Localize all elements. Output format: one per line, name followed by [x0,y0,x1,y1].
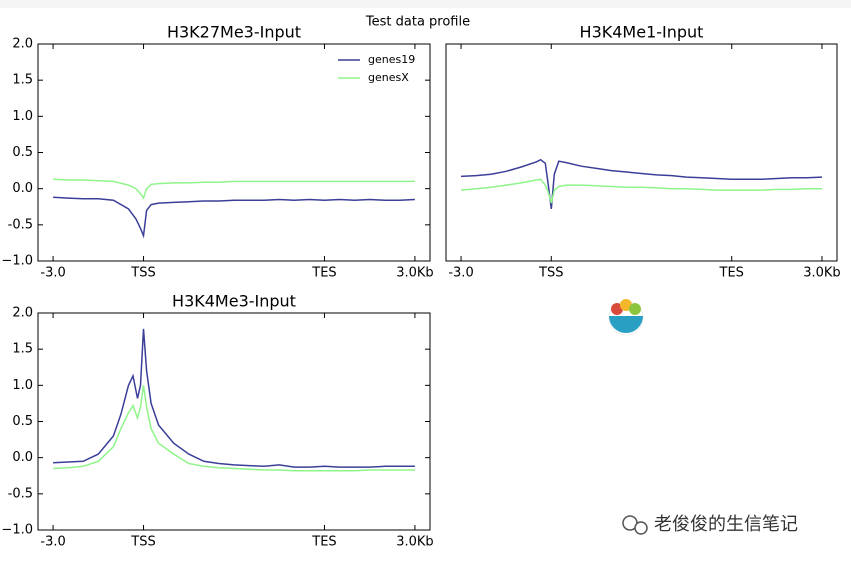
x-tick-label: TES [719,266,744,281]
x-tick-label: TES [311,266,336,281]
watermark-icon [622,515,648,535]
y-tick-label: 0.5 [12,145,33,160]
y-tick-label: 0.0 [12,450,33,465]
figure-title: Test data profile [365,15,470,30]
series-line [53,178,415,200]
y-tick-label: −1.0 [1,523,33,538]
series-line [53,328,415,468]
x-tick-label: 3.0Kb [396,266,433,281]
legend-label: genesX [368,71,409,84]
plot-frame [37,43,431,262]
x-tick-label: -3.0 [448,266,473,281]
x-tick-label: TSS [130,266,155,281]
series-line [53,196,415,239]
y-tick-label: 1.0 [12,109,33,124]
y-tick-label: 1.5 [12,73,33,88]
y-tick-label: 0.5 [12,414,33,429]
y-tick-label: 1.5 [12,342,33,357]
y-tick-label: 2.0 [12,37,33,52]
x-tick-label: 3.0Kb [396,535,433,550]
x-tick-label: -3.0 [40,535,65,550]
y-tick-label: −1.0 [1,254,33,269]
y-tick-label: 1.0 [12,378,33,393]
legend-label: genes19 [368,53,415,66]
y-tick-label: 2.0 [12,306,33,321]
chart-title: H3K4Me3-Input [172,292,296,311]
x-tick-label: TSS [538,266,563,281]
plot-frame [37,312,431,531]
y-tick-label: -0.5 [8,217,33,232]
logo [608,299,644,336]
series-line [53,385,415,472]
top-strip [0,0,851,8]
watermark: 老俊俊的生信笔记 [654,514,798,535]
y-tick-label: -0.5 [8,486,33,501]
x-tick-label: 3.0Kb [803,266,840,281]
chart-title: H3K27Me3-Input [167,23,301,42]
x-tick-label: TES [311,535,336,550]
series-line [460,158,823,209]
plot-frame [445,43,838,262]
chart-title: H3K4Me1-Input [580,23,704,42]
y-tick-label: 0.0 [12,181,33,196]
x-tick-label: -3.0 [40,266,65,281]
series-line [460,178,822,204]
x-tick-label: TSS [130,535,155,550]
